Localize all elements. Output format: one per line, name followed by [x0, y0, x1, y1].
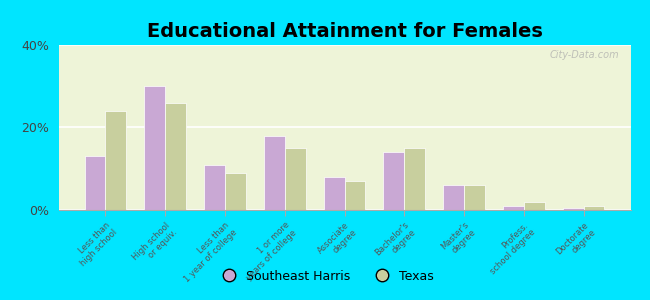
Title: Educational Attainment for Females: Educational Attainment for Females	[146, 22, 543, 41]
Bar	[524, 202, 545, 210]
Bar	[165, 103, 186, 210]
Bar	[144, 86, 165, 210]
Bar	[404, 148, 425, 210]
Text: City-Data.com: City-Data.com	[549, 50, 619, 60]
Bar	[204, 165, 225, 210]
Bar	[105, 111, 126, 210]
Bar	[344, 181, 365, 210]
Bar	[503, 206, 524, 210]
Bar	[84, 156, 105, 210]
Bar	[384, 152, 404, 210]
Bar	[443, 185, 464, 210]
Legend: Southeast Harris, Texas: Southeast Harris, Texas	[211, 265, 439, 288]
Bar	[285, 148, 306, 210]
Bar	[563, 208, 584, 210]
Bar	[584, 206, 605, 210]
Bar	[264, 136, 285, 210]
Bar	[464, 185, 485, 210]
Bar	[225, 173, 246, 210]
Bar	[324, 177, 344, 210]
